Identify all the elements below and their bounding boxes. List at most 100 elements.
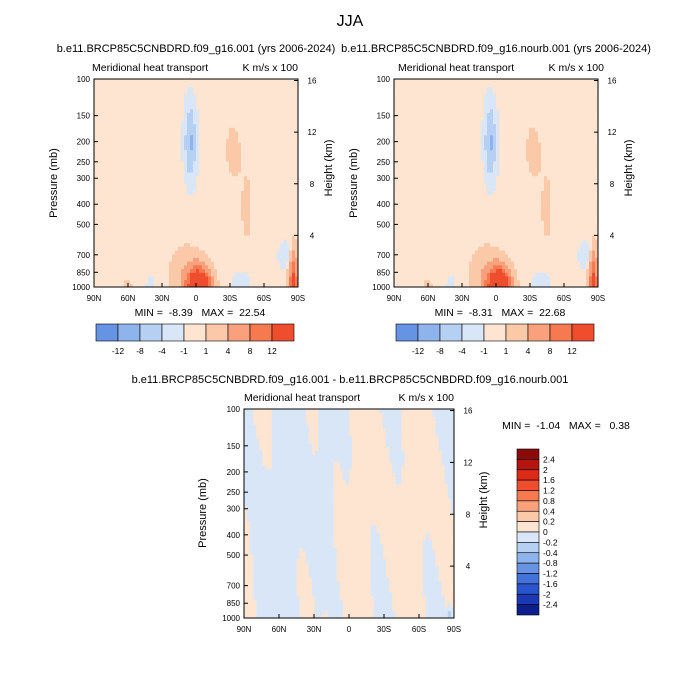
field-cell [109,197,113,203]
field-cell [253,157,257,162]
field-cell [283,123,287,128]
y-tick-label: 1000 [72,283,90,292]
field-cell [439,179,443,184]
field-cell [172,157,176,162]
field-cell [418,186,422,192]
field-cell [256,138,260,143]
field-cell [448,223,452,229]
field-cell [121,86,125,91]
field-cell [427,231,431,236]
field-cell [292,79,296,84]
field-cell [229,223,233,229]
x-tick-label: 90S [291,294,305,303]
field-cell [214,168,218,173]
field-cell [103,246,107,251]
field-cell [136,205,140,210]
field-cell [205,235,209,240]
field-cell [145,82,149,88]
field-cell [163,179,167,184]
field-cell [274,253,278,258]
field-cell [292,90,296,95]
field-cell [256,171,260,177]
field-cell [241,112,245,117]
field-cell [274,93,278,99]
field-cell [187,134,191,140]
field-cell [148,101,152,106]
field-cell [229,86,233,91]
field-cell [184,82,188,88]
field-cell [181,90,185,95]
field-cell [250,127,254,132]
field-cell [148,164,152,169]
field-cell [154,134,158,140]
field-cell [160,131,164,136]
field-cell [286,261,290,266]
field-cell [124,246,128,251]
field-cell [403,79,407,84]
field-cell [400,275,404,281]
field-cell [277,101,281,106]
field-cell [394,112,398,117]
field-cell [412,145,416,151]
field-cell [184,257,188,262]
field-cell [121,145,125,151]
field-cell [106,116,110,121]
field-cell [274,231,278,236]
field-cell [421,101,425,106]
field-cell [439,194,443,199]
field-cell [97,249,101,255]
field-cell [433,235,437,240]
field-cell [196,97,200,102]
field-cell [445,101,449,106]
field-cell [451,90,455,95]
field-cell [250,101,254,106]
field-cell [154,201,158,206]
field-cell [232,93,236,99]
field-cell [205,272,209,277]
field-cell [130,97,134,102]
field-cell [199,82,203,88]
field-cell [436,190,440,195]
field-cell [244,164,248,169]
field-cell [394,220,398,225]
field-cell [259,279,263,284]
field-cell [151,171,155,177]
field-cell [277,205,281,210]
field-cell [196,82,200,88]
field-cell [226,138,230,143]
field-cell [181,209,185,214]
field-cell [280,279,284,284]
field-cell [133,223,137,229]
field-cell [403,86,407,91]
field-cell [154,253,158,258]
field-cell [283,116,287,121]
field-cell [439,142,443,147]
field-cell [112,283,116,287]
field-cell [115,112,119,117]
field-cell [268,123,272,128]
field-cell [229,138,233,143]
field-cell [229,183,233,188]
field-cell [199,175,203,180]
field-cell [277,112,281,117]
field-cell [124,238,128,244]
field-cell [436,153,440,158]
field-cell [208,253,212,258]
field-cell [154,131,158,136]
field-cell [112,157,116,162]
field-cell [436,86,440,91]
field-cell [427,186,431,192]
field-cell [133,275,137,281]
field-cell [196,197,200,203]
field-cell [265,142,269,147]
field-cell [292,93,296,99]
field-cell [217,171,221,177]
field-cell [100,105,104,110]
field-cell [424,227,428,232]
field-cell [292,127,296,132]
field-cell [442,183,446,188]
field-cell [121,201,125,206]
field-cell [94,223,98,229]
field-cell [280,268,284,273]
field-cell [421,253,425,258]
